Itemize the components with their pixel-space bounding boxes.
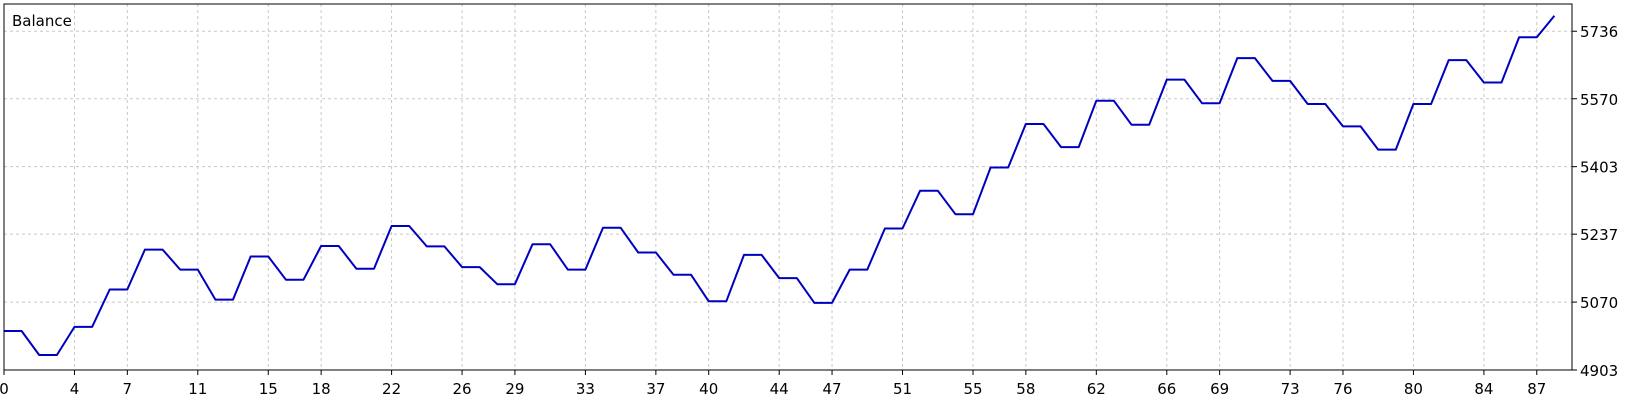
x-tick-label: 84 — [1474, 380, 1493, 398]
x-tick-label: 7 — [123, 380, 133, 398]
x-tick-label: 58 — [1016, 380, 1035, 398]
grid — [4, 4, 1572, 370]
x-tick-label: 76 — [1333, 380, 1352, 398]
x-tick-label: 73 — [1281, 380, 1300, 398]
x-tick-label: 0 — [0, 380, 9, 398]
y-tick-label: 5070 — [1580, 294, 1618, 312]
x-tick-label: 29 — [505, 380, 524, 398]
x-tick-label: 69 — [1210, 380, 1229, 398]
x-tick-label: 26 — [453, 380, 472, 398]
x-tick-label: 40 — [699, 380, 718, 398]
chart-title: Balance — [12, 12, 72, 30]
y-tick-label: 5237 — [1580, 226, 1618, 244]
x-tick-label: 47 — [822, 380, 841, 398]
balance-line — [4, 15, 1556, 356]
x-tick-label: 44 — [770, 380, 789, 398]
y-tick-label: 5403 — [1580, 159, 1618, 177]
y-tick-label: 5570 — [1580, 91, 1618, 109]
x-tick-label: 51 — [893, 380, 912, 398]
axis-ticks: 0 4 7 11 15 18 22 26 29 33 37 40 44 47 51 55 58 62 66 69 73 7… — [0, 23, 1618, 398]
series-layer — [4, 15, 1556, 356]
x-tick-label: 22 — [382, 380, 401, 398]
x-tick-label: 15 — [259, 380, 278, 398]
x-tick-label: 87 — [1527, 380, 1546, 398]
x-tick-label: 11 — [188, 380, 207, 398]
x-tick-label: 18 — [312, 380, 331, 398]
plot-frame — [3, 3, 1573, 371]
x-tick-label: 55 — [963, 380, 982, 398]
x-tick-label: 33 — [576, 380, 595, 398]
y-tick-label: 4903 — [1580, 362, 1618, 380]
x-tick-label: 4 — [70, 380, 80, 398]
x-tick-label: 37 — [646, 380, 665, 398]
y-tick-label: 5736 — [1580, 23, 1618, 41]
x-tick-label: 62 — [1087, 380, 1106, 398]
x-tick-label: 80 — [1404, 380, 1423, 398]
x-tick-label: 66 — [1157, 380, 1176, 398]
